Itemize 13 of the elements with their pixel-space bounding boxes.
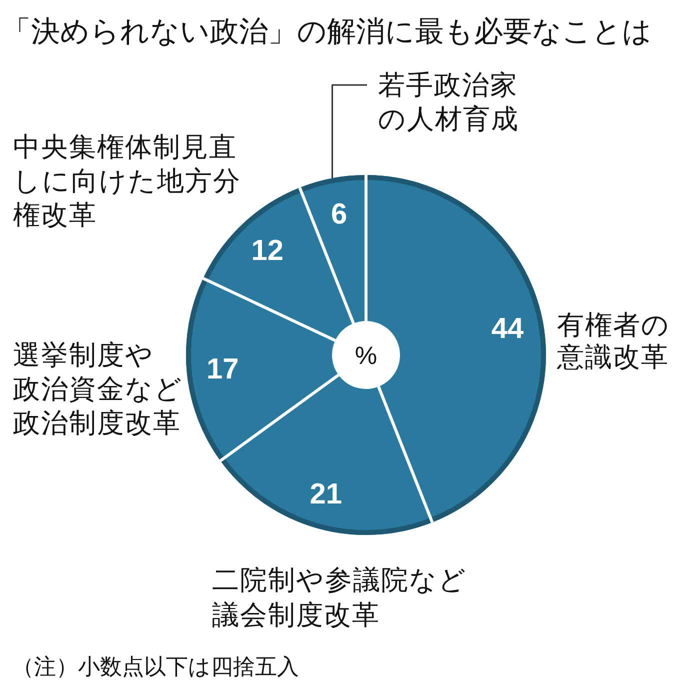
- text: %: [354, 342, 378, 370]
- data-label: 44: [491, 313, 524, 346]
- slice-label: 有権者の意識改革: [556, 310, 670, 372]
- text: （注）小数点以下は四捨五入: [12, 654, 299, 679]
- data-label: 21: [310, 478, 342, 510]
- data-label: 17: [206, 354, 239, 386]
- data-label: 12: [251, 235, 284, 268]
- slice-label: 若手政治家の人材育成: [378, 70, 519, 134]
- slice-label: 中央集権体制見直しに向けた地方分権改革: [13, 132, 241, 230]
- slice-label: 二院制や参議院など議会制度改革: [212, 565, 467, 630]
- slice-label: 選挙制度や政治資金など政治制度改革: [13, 340, 183, 438]
- data-label: 6: [330, 198, 348, 231]
- chart-title: 「決められない政治」の解消に最も必要なことは: [2, 16, 652, 48]
